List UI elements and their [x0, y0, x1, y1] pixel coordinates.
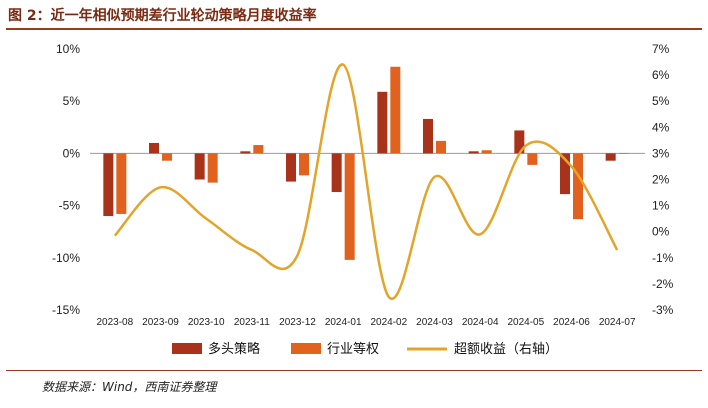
right-tick-label: 1% [652, 199, 670, 213]
legend: 多头策略 行业等权 超额收益（右轴） [172, 341, 558, 357]
left-tick-label: -10% [52, 251, 80, 265]
legend-label-long-short: 多头策略 [208, 341, 260, 357]
bar-industry-equal [299, 153, 309, 176]
x-tick-label: 2023-09 [142, 317, 179, 328]
bar-long-short [377, 91, 388, 154]
bar-long-short [103, 153, 114, 217]
right-tick-label: 3% [652, 146, 670, 160]
bar-industry-equal [207, 153, 218, 183]
right-tick-label: 4% [652, 120, 670, 134]
x-tick-label: 2024-03 [416, 317, 453, 328]
chart: 10% 5% 0% -5% -10% -15% 7% 6% 5% 4% 3% 2% 1% 0% -1% -2… [52, 42, 674, 357]
left-axis-ticks: 10% 5% 0% -5% -10% -15% [52, 42, 80, 317]
x-axis-ticks: 2023-08 2023-09 2023-10 2023-11 2023-12 2024-… [96, 317, 635, 328]
bar-industry-equal [344, 153, 355, 260]
right-tick-label: -3% [652, 303, 674, 317]
bar-series-group [103, 66, 629, 260]
bar-industry-equal [527, 153, 538, 165]
right-tick-label: -1% [652, 251, 674, 265]
legend-label-excess: 超额收益（右轴） [454, 342, 558, 357]
title-rule [6, 28, 702, 30]
x-tick-label: 2024-04 [462, 317, 499, 328]
bar-long-short [240, 151, 251, 154]
bar-long-short [514, 130, 525, 154]
excess-return-line [113, 63, 619, 301]
bar-industry-equal [481, 150, 492, 154]
bar-long-short [423, 118, 433, 154]
x-tick-label: 2024-01 [325, 317, 362, 328]
bar-long-short [331, 153, 342, 193]
x-tick-label: 2024-07 [599, 317, 636, 328]
bar-industry-equal [618, 153, 629, 154]
bar-industry-equal [116, 153, 127, 214]
bar-long-short [149, 142, 159, 154]
bar-long-short [560, 153, 570, 195]
bottom-rule [6, 370, 702, 371]
right-tick-label: 2% [652, 173, 670, 187]
right-tick-label: 7% [652, 42, 670, 56]
x-tick-label: 2023-11 [234, 317, 270, 328]
right-tick-label: -2% [652, 277, 674, 291]
left-tick-label: 10% [56, 42, 80, 56]
legend-label-industry-equal: 行业等权 [327, 341, 379, 357]
left-tick-label: 5% [63, 94, 81, 108]
bar-long-short [286, 153, 296, 182]
left-tick-label: -5% [59, 199, 81, 213]
legend-swatch-industry-equal [291, 343, 321, 354]
right-tick-label: 6% [652, 68, 670, 82]
bar-industry-equal [436, 140, 446, 154]
bar-industry-equal [162, 153, 172, 161]
right-tick-label: 5% [652, 94, 670, 108]
x-tick-label: 2023-12 [279, 317, 316, 328]
x-tick-label: 2024-06 [553, 317, 590, 328]
left-tick-label: 0% [63, 146, 81, 160]
source-note: 数据来源：Wind，西南证券整理 [42, 380, 217, 394]
bar-industry-equal [573, 153, 583, 220]
x-tick-label: 2024-02 [370, 317, 407, 328]
right-axis-ticks: 7% 6% 5% 4% 3% 2% 1% 0% -1% -2% -3% [652, 42, 674, 317]
x-tick-label: 2024-05 [507, 317, 544, 328]
bar-long-short [468, 151, 479, 154]
x-tick-label: 2023-08 [96, 317, 133, 328]
legend-swatch-long-short [172, 343, 202, 354]
figure-title: 图 2：近一年相似预期差行业轮动策略月度收益率 [8, 8, 317, 24]
bar-industry-equal [390, 66, 401, 154]
right-tick-label: 0% [652, 225, 670, 239]
bar-long-short [194, 153, 205, 180]
left-tick-label: -15% [52, 303, 80, 317]
x-tick-label: 2023-10 [188, 317, 225, 328]
bar-industry-equal [253, 145, 264, 154]
bar-long-short [605, 153, 616, 161]
